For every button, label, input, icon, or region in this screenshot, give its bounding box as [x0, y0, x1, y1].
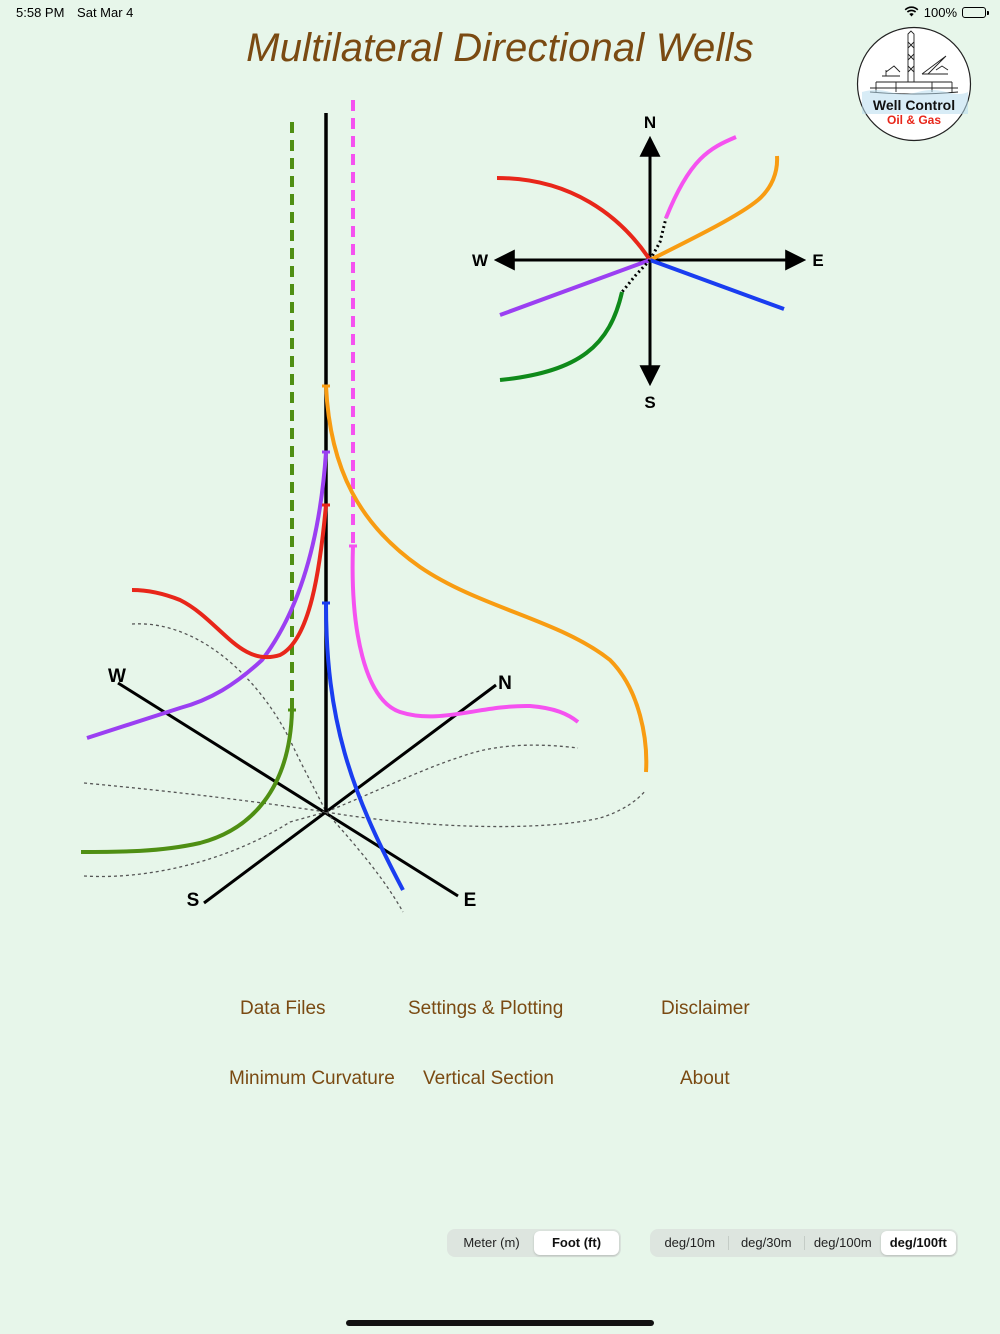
units-segmented-control[interactable]: Meter (m) Foot (ft) — [447, 1229, 621, 1257]
projection-red — [131, 623, 327, 813]
battery-icon — [962, 7, 989, 18]
axis-we — [117, 681, 459, 898]
compass-label-e: E — [812, 251, 823, 270]
dogleg-option-deg100m[interactable]: deg/100m — [813, 1235, 872, 1250]
dogleg-option-deg100ft[interactable]: deg/100ft — [880, 1231, 956, 1255]
plan-well-purple — [499, 258, 651, 317]
status-date: Sat Mar 4 — [77, 5, 134, 20]
projection-purple — [83, 782, 327, 813]
wifi-icon — [904, 5, 919, 20]
plan-well-green — [499, 291, 624, 382]
projection-orange — [325, 789, 647, 828]
plan-well-red — [496, 176, 652, 262]
dogleg-option-deg30m[interactable]: deg/30m — [740, 1235, 792, 1250]
lateral-magenta — [350, 545, 580, 724]
compass-label-n: N — [644, 113, 656, 132]
projection-green — [83, 811, 327, 878]
well-control-logo: Well Control Oil & Gas — [856, 26, 972, 142]
logo-line2: Oil & Gas — [887, 113, 941, 127]
axis-label-n: N — [498, 673, 512, 694]
dogleg-option-deg10m[interactable]: deg/10m — [664, 1235, 716, 1250]
lateral-green — [80, 709, 294, 854]
plan-well-orange — [649, 155, 780, 262]
three-d-view: W N S E — [80, 100, 649, 913]
status-time: 5:58 PM — [16, 5, 65, 20]
status-bar: 5:58 PM Sat Mar 4 100% — [0, 0, 1000, 24]
lateral-blue — [324, 602, 405, 891]
plan-well-blue — [649, 258, 785, 311]
plan-well-magenta-leadin — [648, 217, 668, 261]
compass-label-w: W — [472, 251, 489, 270]
wells-diagram: N S E W W N S E — [80, 100, 824, 913]
compass-label-s: S — [644, 393, 655, 412]
vertical-section-button[interactable]: Vertical Section — [423, 1068, 554, 1089]
settings-plotting-button[interactable]: Settings & Plotting — [408, 998, 564, 1019]
data-files-button[interactable]: Data Files — [240, 998, 326, 1019]
lateral-purple — [86, 451, 328, 740]
units-option-meter[interactable]: Meter (m) — [463, 1235, 520, 1250]
disclaimer-button[interactable]: Disclaimer — [661, 998, 750, 1019]
plan-well-green-leadin — [620, 258, 652, 293]
dogleg-separator — [727, 1236, 729, 1250]
minimum-curvature-button[interactable]: Minimum Curvature — [229, 1068, 395, 1089]
plan-view: N S E W — [472, 113, 824, 412]
units-option-foot[interactable]: Foot (ft) — [534, 1231, 619, 1255]
battery-percent: 100% — [923, 5, 957, 20]
logo-line1: Well Control — [873, 97, 955, 113]
plan-well-magenta — [664, 135, 737, 219]
lateral-orange — [324, 385, 649, 773]
axis-label-e: E — [464, 890, 477, 911]
page-title: Multilateral Directional Wells — [246, 26, 754, 70]
projection-blue — [325, 811, 404, 913]
axis-label-w: W — [108, 666, 126, 687]
projection-magenta — [325, 744, 579, 813]
dogleg-separator — [804, 1236, 805, 1250]
axis-label-s: S — [187, 890, 200, 911]
dogleg-segmented-control[interactable]: deg/10m deg/30m deg/100m deg/100ft — [650, 1229, 958, 1257]
lateral-red — [131, 504, 328, 660]
axis-sn — [203, 683, 497, 905]
home-indicator[interactable] — [346, 1320, 654, 1326]
about-button[interactable]: About — [680, 1068, 730, 1089]
